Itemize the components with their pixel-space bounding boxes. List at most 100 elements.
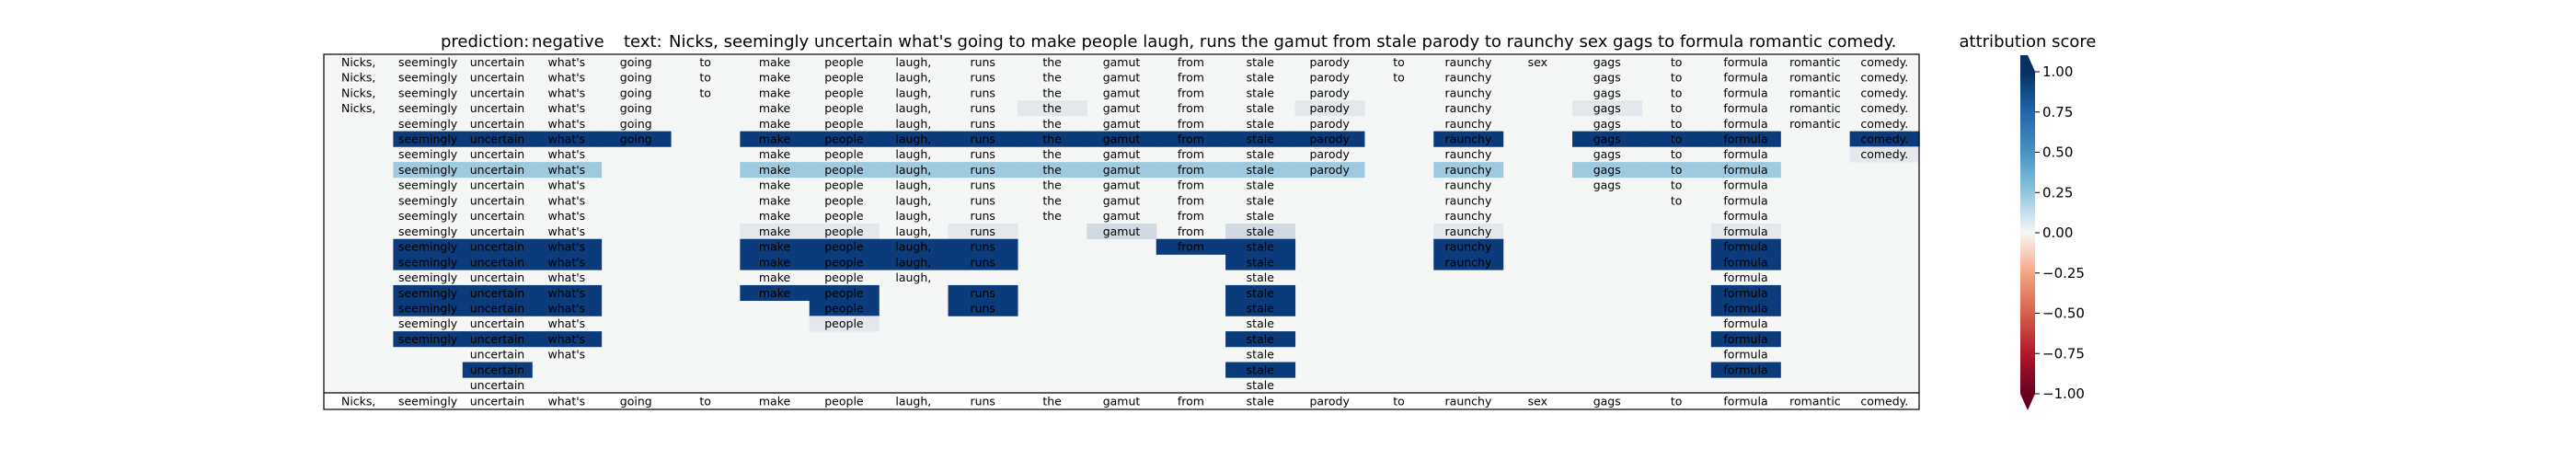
bottom-token-label: stale xyxy=(1247,395,1275,408)
token-label: the xyxy=(1042,71,1062,85)
token-label: comedy. xyxy=(1860,101,1908,115)
token-label: raunchy xyxy=(1445,132,1492,146)
token-label: people xyxy=(824,209,864,223)
heatmap-cell xyxy=(1710,300,1781,316)
token-label: people xyxy=(824,255,864,269)
token-label: seemingly xyxy=(398,55,458,69)
token-label: raunchy xyxy=(1445,71,1492,85)
token-label: laugh, xyxy=(895,193,931,207)
token-label: seemingly xyxy=(398,193,458,207)
heatmap-cell xyxy=(1710,284,1781,302)
token-label: formula xyxy=(1723,362,1767,376)
token-label: raunchy xyxy=(1445,240,1492,254)
token-label: formula xyxy=(1723,193,1767,207)
token-label: people xyxy=(824,55,864,69)
bottom-token-label: seemingly xyxy=(398,395,458,408)
bottom-token-label: sex xyxy=(1528,395,1547,408)
token-label: runs xyxy=(970,147,995,161)
token-label: make xyxy=(759,147,791,161)
token-label: runs xyxy=(970,255,995,269)
token-label: comedy. xyxy=(1860,132,1908,146)
token-label: uncertain xyxy=(470,332,525,346)
token-label: parody xyxy=(1309,163,1350,177)
token-label: formula xyxy=(1723,209,1767,223)
heatmap-cell xyxy=(740,284,811,302)
token-label: runs xyxy=(970,132,995,146)
heatmap-cell xyxy=(1017,162,1087,178)
token-label: stale xyxy=(1247,362,1275,376)
token-label: uncertain xyxy=(470,270,525,284)
token-label: the xyxy=(1042,117,1062,131)
heatmap-cell xyxy=(740,238,811,255)
token-label: what's xyxy=(548,209,586,223)
token-label: runs xyxy=(970,224,995,238)
heatmap-cell xyxy=(809,224,880,240)
token-label: what's xyxy=(548,163,586,177)
heatmap-token-labels: Nicks, seemingly uncertain what's going to mak… xyxy=(341,55,1908,392)
heatmap-cell xyxy=(1710,331,1781,348)
token-label: stale xyxy=(1247,209,1275,223)
token-label: to xyxy=(699,55,711,69)
heatmap-cell xyxy=(809,300,880,316)
heatmap-cell xyxy=(740,254,811,270)
token-label: from xyxy=(1178,132,1204,146)
heatmap-cell xyxy=(1433,254,1504,270)
token-label: parody xyxy=(1309,101,1350,115)
heatmap-cell xyxy=(393,131,464,147)
token-label: people xyxy=(824,178,864,192)
token-label: gamut xyxy=(1103,224,1141,238)
prediction-value: negative xyxy=(532,32,604,52)
token-label: uncertain xyxy=(470,163,525,177)
token-label: laugh, xyxy=(895,132,931,146)
heatmap-cell xyxy=(1710,224,1781,240)
token-label: formula xyxy=(1723,55,1767,69)
token-label: romantic xyxy=(1789,86,1841,99)
token-label: uncertain xyxy=(470,362,525,376)
heatmap-cell xyxy=(393,331,464,348)
heatmap-cell xyxy=(393,238,464,255)
heatmap-cell xyxy=(1225,284,1296,302)
heatmap-cell xyxy=(1156,238,1226,255)
token-label: the xyxy=(1042,132,1062,146)
token-label: raunchy xyxy=(1445,255,1492,269)
bottom-token-label: the xyxy=(1042,395,1062,408)
token-label: laugh, xyxy=(895,270,931,284)
token-label: runs xyxy=(970,55,995,69)
token-label: to xyxy=(699,86,711,99)
colorbar-tick-label: 0.75 xyxy=(2042,104,2073,121)
heatmap-cell xyxy=(809,162,880,178)
token-label: runs xyxy=(970,209,995,223)
heatmap-cell xyxy=(532,238,603,255)
token-label: stale xyxy=(1247,147,1275,161)
token-label: comedy. xyxy=(1860,147,1908,161)
token-label: what's xyxy=(548,332,586,346)
heatmap-cell xyxy=(1572,131,1643,147)
bottom-token-label: to xyxy=(1393,395,1405,408)
heatmap-cell xyxy=(1225,362,1296,378)
token-label: raunchy xyxy=(1445,209,1492,223)
bottom-token-label: what's xyxy=(548,395,586,408)
token-label: to xyxy=(1671,86,1683,99)
heatmap-cell xyxy=(809,254,880,270)
token-label: gamut xyxy=(1103,117,1141,131)
token-label: make xyxy=(759,132,791,146)
heatmap-cell xyxy=(948,238,1018,255)
token-label: laugh, xyxy=(895,163,931,177)
heatmap-cell xyxy=(809,284,880,302)
token-label: people xyxy=(824,101,864,115)
token-label: stale xyxy=(1247,117,1275,131)
token-label: to xyxy=(1393,55,1405,69)
bottom-token-label: formula xyxy=(1723,395,1767,408)
heatmap-cell xyxy=(532,254,603,270)
token-label: runs xyxy=(970,302,995,316)
heatmap-cell xyxy=(1572,162,1643,178)
colorbar-extend-top-tip xyxy=(2020,55,2035,72)
token-label: what's xyxy=(548,132,586,146)
token-label: from xyxy=(1178,178,1204,192)
colorbar-tick-label: −0.25 xyxy=(2042,265,2085,282)
token-label: seemingly xyxy=(398,286,458,300)
token-label: people xyxy=(824,270,864,284)
token-label: romantic xyxy=(1789,117,1841,131)
token-label: people xyxy=(824,240,864,254)
token-label: laugh, xyxy=(895,147,931,161)
